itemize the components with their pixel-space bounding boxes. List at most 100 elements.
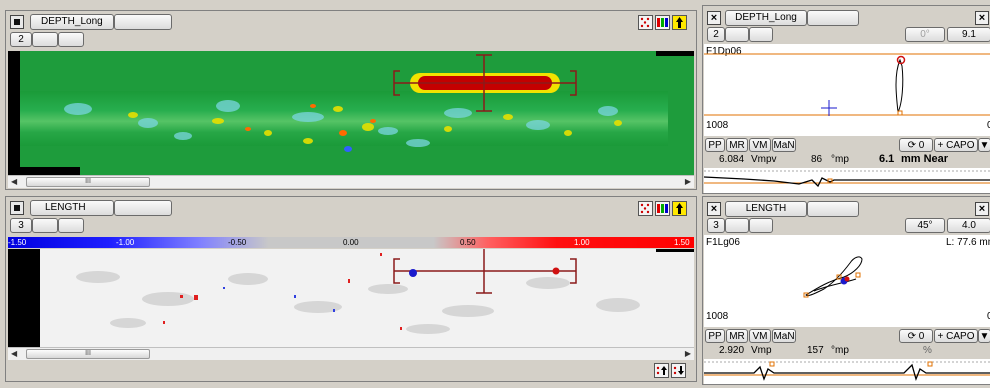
mr-button[interactable]: MR bbox=[726, 138, 748, 152]
channel-option-button[interactable] bbox=[807, 10, 859, 26]
channel-selector-button[interactable]: DEPTH_Long bbox=[30, 14, 114, 30]
yellow-pointer-icon[interactable] bbox=[672, 201, 687, 216]
gain-value-button[interactable]: 4.0 bbox=[947, 218, 990, 233]
color-palette-icon[interactable] bbox=[655, 15, 670, 30]
yellow-pointer-icon[interactable] bbox=[672, 15, 687, 30]
page-number-button[interactable]: 2 bbox=[707, 27, 725, 42]
signal-name-label: F1Lg06 bbox=[706, 237, 740, 248]
scale-tick-label: 1.50 bbox=[674, 238, 690, 247]
depth-scan-image[interactable] bbox=[8, 51, 694, 175]
chevron-down-icon: ▼ bbox=[979, 140, 990, 151]
page-option-button[interactable] bbox=[725, 218, 749, 233]
percent-label: % bbox=[923, 345, 932, 356]
rotate-counter-button[interactable]: ⟳ 0 bbox=[899, 138, 933, 152]
scroll-left-icon[interactable]: ◀ bbox=[11, 349, 18, 358]
vm-button[interactable]: VM bbox=[749, 329, 771, 343]
horizontal-scrollbar[interactable]: ◀ III ▶ bbox=[8, 175, 694, 188]
signal-plot-area[interactable]: F1Lg06 L: 77.6 mm 0 1008 bbox=[704, 235, 990, 327]
page-option-button[interactable] bbox=[32, 32, 58, 47]
page-number-button[interactable]: 2 bbox=[10, 32, 32, 47]
rotate-icon: ⟳ bbox=[907, 140, 917, 151]
scale-tick-label: 0.50 bbox=[460, 238, 476, 247]
page-option-button[interactable] bbox=[58, 32, 84, 47]
counter-value: 0 bbox=[918, 140, 925, 151]
adjust-down-icon[interactable] bbox=[671, 363, 686, 378]
man-button[interactable]: MaN bbox=[772, 138, 796, 152]
gain-value-button[interactable]: 9.1 bbox=[947, 27, 990, 42]
scale-tick-label: -1.00 bbox=[116, 238, 135, 247]
bottom-number-label: 1008 bbox=[706, 120, 729, 131]
panel-toggle-button[interactable] bbox=[10, 201, 24, 215]
scale-tick-label: 1.00 bbox=[574, 238, 590, 247]
lissajous-trace bbox=[704, 53, 990, 116]
scroll-right-icon[interactable]: ▶ bbox=[684, 177, 691, 186]
reading-unit: Vmpv bbox=[751, 154, 777, 165]
page-option-button[interactable] bbox=[58, 218, 84, 233]
length-scan-image[interactable] bbox=[8, 249, 694, 347]
phase-angle-unit: °mp bbox=[831, 345, 849, 356]
scroll-thumb[interactable]: III bbox=[26, 177, 150, 187]
capo-dropdown-button[interactable]: ▼ bbox=[978, 329, 990, 343]
page-option-button[interactable] bbox=[749, 218, 773, 233]
capo-button[interactable]: + CAPO bbox=[934, 329, 978, 343]
scale-tick-label: 0.00 bbox=[343, 238, 359, 247]
page-option-button[interactable] bbox=[749, 27, 773, 42]
close-icon[interactable]: × bbox=[975, 11, 989, 25]
mr-button[interactable]: MR bbox=[726, 329, 748, 343]
signal-name-label: F1Dp06 bbox=[706, 46, 742, 57]
capo-button[interactable]: + CAPO bbox=[934, 138, 978, 152]
reading-value: 2.920 bbox=[719, 345, 745, 356]
scroll-thumb[interactable]: III bbox=[26, 349, 150, 359]
depth-unit: mm Near bbox=[901, 153, 949, 165]
pp-button[interactable]: PP bbox=[705, 329, 725, 343]
scroll-right-icon[interactable]: ▶ bbox=[684, 349, 691, 358]
signal-plot-area[interactable]: F1Dp06 0 1008 bbox=[704, 44, 990, 136]
horizontal-scrollbar[interactable]: ◀ III ▶ bbox=[8, 347, 694, 360]
scroll-left-icon[interactable]: ◀ bbox=[11, 177, 18, 186]
capo-dropdown-button[interactable]: ▼ bbox=[978, 138, 990, 152]
channel-selector-button[interactable]: DEPTH_Long bbox=[725, 10, 807, 26]
depth-strip-panel: DEPTH_Long 2 bbox=[5, 10, 697, 190]
channel-option-button[interactable] bbox=[807, 201, 859, 217]
rotate-counter-button[interactable]: ⟳ 0 bbox=[899, 329, 933, 343]
length-label: L: 77.6 mm bbox=[946, 237, 990, 248]
angle-button[interactable]: 45° bbox=[905, 218, 945, 233]
scale-tick-label: -0.50 bbox=[228, 238, 247, 247]
length-signal-panel: × LENGTH × 3 45° 4.0 F1Lg06 L: 77.6 mm 0… bbox=[702, 196, 990, 385]
lissajous-trace bbox=[803, 256, 863, 298]
channel-selector-button[interactable]: LENGTH bbox=[725, 201, 807, 217]
angle-button[interactable]: 0° bbox=[905, 27, 945, 42]
pp-button[interactable]: PP bbox=[705, 138, 725, 152]
panel-toggle-button[interactable] bbox=[10, 15, 24, 29]
adjust-up-icon[interactable] bbox=[654, 363, 669, 378]
phase-angle-value: 157 bbox=[807, 345, 824, 356]
rotate-icon: ⟳ bbox=[907, 331, 917, 342]
channel-option-button[interactable] bbox=[114, 14, 172, 30]
depth-signal-panel: × DEPTH_Long × 2 0° 9.1 F1Dp06 0 1008 PP… bbox=[702, 5, 990, 194]
phase-angle-unit: °mp bbox=[831, 154, 849, 165]
close-icon[interactable]: × bbox=[707, 11, 721, 25]
channel-selector-button[interactable]: LENGTH bbox=[30, 200, 114, 216]
grid-dots-icon[interactable] bbox=[638, 15, 653, 30]
length-strip-panel: LENGTH 3 -1.50 -1.00 -0.50 0.00 0.50 1.0… bbox=[5, 196, 697, 382]
vm-button[interactable]: VM bbox=[749, 138, 771, 152]
reading-value: 6.084 bbox=[719, 154, 745, 165]
corner-value-label: 0 bbox=[987, 311, 990, 322]
man-button[interactable]: MaN bbox=[772, 329, 796, 343]
signal-strip-trace bbox=[704, 168, 990, 193]
channel-option-button[interactable] bbox=[114, 200, 172, 216]
page-number-button[interactable]: 3 bbox=[10, 218, 32, 233]
signal-strip-trace bbox=[704, 359, 990, 384]
page-number-button[interactable]: 3 bbox=[707, 218, 725, 233]
close-icon[interactable]: × bbox=[975, 202, 989, 216]
scale-tick-label: -1.50 bbox=[8, 238, 27, 247]
page-option-button[interactable] bbox=[32, 218, 58, 233]
reading-unit: Vmp bbox=[751, 345, 772, 356]
color-scale-bar: -1.50 -1.00 -0.50 0.00 0.50 1.00 1.50 bbox=[8, 237, 694, 248]
color-palette-icon[interactable] bbox=[655, 201, 670, 216]
phase-angle-value: 86 bbox=[811, 154, 823, 165]
page-option-button[interactable] bbox=[725, 27, 749, 42]
depth-value: 6.1 bbox=[879, 153, 895, 165]
close-icon[interactable]: × bbox=[707, 202, 721, 216]
grid-dots-icon[interactable] bbox=[638, 201, 653, 216]
